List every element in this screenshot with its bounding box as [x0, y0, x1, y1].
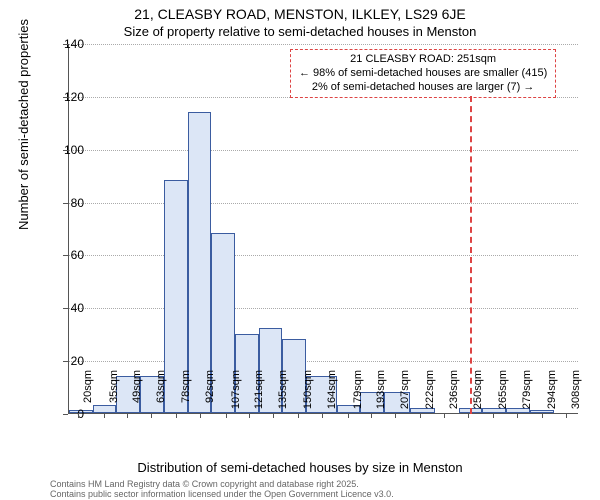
x-tick-label: 179sqm	[352, 370, 364, 418]
y-tick-label: 60	[71, 248, 84, 262]
histogram-bar	[188, 112, 212, 413]
footer-line-2: Contains public sector information licen…	[50, 490, 394, 500]
x-axis-label: Distribution of semi-detached houses by …	[137, 460, 462, 475]
x-tick-label: 92sqm	[204, 370, 216, 418]
chart-title-main: 21, CLEASBY ROAD, MENSTON, ILKLEY, LS29 …	[134, 6, 466, 22]
x-tick-label: 294sqm	[546, 370, 558, 418]
y-tick-label: 80	[71, 196, 84, 210]
x-tick-label: 164sqm	[326, 370, 338, 418]
x-tick-label: 193sqm	[375, 370, 387, 418]
gridline-h	[69, 308, 578, 309]
x-tick-label: 150sqm	[302, 370, 314, 418]
x-tick-label: 63sqm	[155, 370, 167, 418]
gridline-h	[69, 361, 578, 362]
x-tick-label: 35sqm	[108, 370, 120, 418]
x-tick-label: 20sqm	[82, 370, 94, 418]
x-tick-label: 279sqm	[521, 370, 533, 418]
x-tick-label: 121sqm	[253, 370, 265, 418]
x-tick-label: 265sqm	[497, 370, 509, 418]
y-tick-label: 20	[71, 354, 84, 368]
x-tick-label: 135sqm	[277, 370, 289, 418]
x-tick-label: 207sqm	[399, 370, 411, 418]
callout-property-size: 21 CLEASBY ROAD: 251sqm	[299, 53, 547, 67]
x-tick-label: 222sqm	[424, 370, 436, 418]
property-marker-line	[470, 96, 472, 414]
gridline-h	[69, 255, 578, 256]
callout-box: 21 CLEASBY ROAD: 251sqm ← 98% of semi-de…	[290, 49, 556, 98]
histogram-chart: 21, CLEASBY ROAD, MENSTON, ILKLEY, LS29 …	[0, 0, 600, 500]
plot-area	[68, 44, 578, 414]
gridline-h	[69, 150, 578, 151]
x-tick-label: 236sqm	[448, 370, 460, 418]
x-tick-label: 250sqm	[472, 370, 484, 418]
gridline-h	[69, 44, 578, 45]
footer-attribution: Contains HM Land Registry data © Crown c…	[50, 480, 394, 500]
x-tick-label: 49sqm	[131, 370, 143, 418]
gridline-h	[69, 203, 578, 204]
x-tick-label: 107sqm	[230, 370, 242, 418]
callout-smaller-pct: ← 98% of semi-detached houses are smalle…	[299, 67, 547, 81]
chart-title-sub: Size of property relative to semi-detach…	[124, 24, 477, 39]
y-axis-label: Number of semi-detached properties	[16, 19, 31, 230]
x-tick-label: 308sqm	[570, 370, 582, 418]
y-tick-label: 40	[71, 301, 84, 315]
x-tick-label: 78sqm	[180, 370, 192, 418]
callout-larger-pct: 2% of semi-detached houses are larger (7…	[299, 81, 547, 95]
